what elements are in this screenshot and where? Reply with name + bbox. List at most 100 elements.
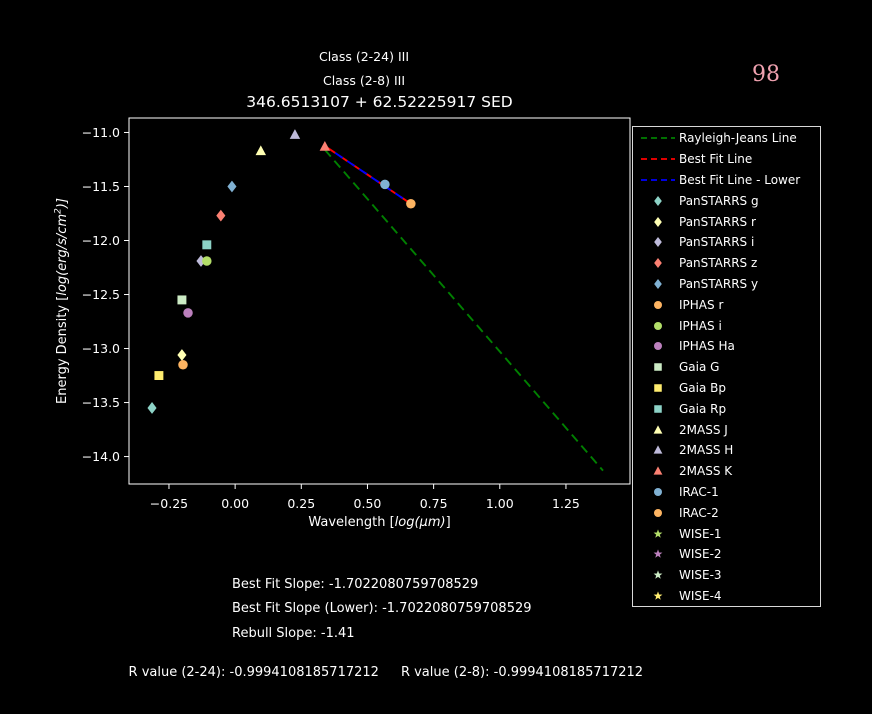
circle-marker [653,321,662,330]
marker-gaia-bp [154,371,164,381]
rebull-slope-text: Rebull Slope: -1.41 [232,626,355,641]
legend-item: WISE-3 [636,565,820,586]
legend-item-label: IPHAS Ha [679,339,735,354]
y-tick-label: −11.5 [82,179,120,194]
marker-iphas-ha [183,308,193,318]
legend-item: IPHAS Ha [636,336,820,357]
y-tick-label: −14.0 [82,449,120,464]
dashed-line-icon [640,158,675,161]
legend-item-label: WISE-4 [679,588,722,603]
circle-icon [653,321,662,330]
circle-marker [653,300,662,309]
star-marker [653,528,662,538]
square-icon [653,363,662,371]
triangle-marker [653,424,662,434]
marker-2mass-k [319,141,331,151]
x-tick-label: −0.25 [150,496,188,511]
legend-item-label: Rayleigh-Jeans Line [679,131,797,146]
square-marker [653,363,662,371]
circle-icon [653,342,662,351]
star-marker [653,570,662,579]
legend-item-label: WISE-3 [679,568,722,583]
square-marker [653,384,662,392]
legend-item-label: Gaia Bp [679,380,727,395]
legend-item-label: IPHAS i [679,318,722,333]
legend-item: IPHAS r [636,294,820,315]
legend-item: IPHAS i [636,315,820,336]
legend-item: Gaia Bp [636,378,820,399]
legend-item: PanSTARRS g [636,190,820,211]
marker-panstarrs-y [227,180,237,193]
legend-item-label: IPHAS r [679,297,724,312]
x-tick-label: 0.75 [420,496,448,511]
y-tick-label: −12.5 [82,287,120,302]
marker-gaia-rp [202,240,212,250]
page-title: 346.6513107 + 62.52225917 SED [246,93,513,111]
star-marker [653,591,662,600]
x-tick-label: 1.00 [486,496,514,511]
r-value-2-8: R value (2-8): -0.9994108185717212 [400,665,644,680]
legend-item-label: PanSTARRS g [679,193,759,208]
marker-2mass-h [289,129,301,139]
legend-item: PanSTARRS i [636,232,820,253]
triangle-icon [653,466,662,475]
triangle-marker [653,445,662,454]
marker-gaia-g [177,295,187,305]
legend-item-label: Gaia Rp [679,401,727,416]
square-icon [653,384,662,392]
legend-item-label: PanSTARRS r [679,214,756,229]
class-label-2-8: Class (2-8) III [322,73,406,88]
legend-item: Best Fit Line - Lower [636,170,820,191]
legend-item-label: PanSTARRS y [679,276,759,291]
diamond-icon [653,216,662,227]
diamond-icon [653,279,662,289]
y-axis-label: Energy Density [log(erg/s/cm2)] [53,198,71,404]
r-value-text: R value (2-24): -0.9994108185717212 R val… [112,650,644,695]
legend-item: WISE-4 [636,586,820,607]
legend-item-label: WISE-2 [679,547,722,562]
legend-item: IRAC-2 [636,502,820,523]
legend-item-label: 2MASS K [679,464,733,479]
marker-irac-2 [406,199,416,209]
legend-item-label: Gaia G [679,360,720,375]
y-tick-label: −11.0 [82,125,120,140]
circle-icon [653,300,662,309]
star-marker [653,549,662,559]
circle-marker [653,487,662,496]
star-icon [653,591,662,600]
legend-item-label: IRAC-1 [679,484,719,499]
legend-item-label: Best Fit Line [679,152,753,167]
legend-item: Best Fit Line [636,149,820,170]
diamond-marker [653,258,662,269]
plot-border [128,117,631,485]
legend-item-label: PanSTARRS z [679,256,758,271]
dashed-line-icon [640,137,675,140]
legend-item: Gaia G [636,357,820,378]
marker-2mass-j [255,145,267,156]
y-tick-label: −12.0 [82,233,120,248]
diamond-icon [653,237,662,248]
triangle-icon [653,424,662,434]
best-fit-line-lower [334,152,412,205]
legend-item: PanSTARRS r [636,211,820,232]
legend-item: PanSTARRS y [636,274,820,295]
circle-marker [653,508,662,517]
legend-item: WISE-2 [636,544,820,565]
x-axis-label: Wavelength [log(μm)] [308,515,451,530]
diamond-marker [653,279,662,289]
class-label-2-24: Class (2-24) III [318,49,409,64]
diamond-icon [653,258,662,269]
circle-marker [653,342,662,351]
diamond-icon [653,195,662,206]
best-fit-slope-lower-text: Best Fit Slope (Lower): -1.7022080759708… [232,601,532,616]
marker-panstarrs-g [147,402,157,414]
x-tick-label: 0.50 [354,496,382,511]
x-tick-label: 0.00 [221,496,249,511]
legend-item-label: Best Fit Line - Lower [679,172,801,187]
legend-item: IRAC-1 [636,482,820,503]
y-tick-label: −13.5 [82,395,120,410]
dashed-line-icon [640,179,675,181]
x-tick-label: 1.25 [552,496,580,511]
star-icon [653,570,662,579]
